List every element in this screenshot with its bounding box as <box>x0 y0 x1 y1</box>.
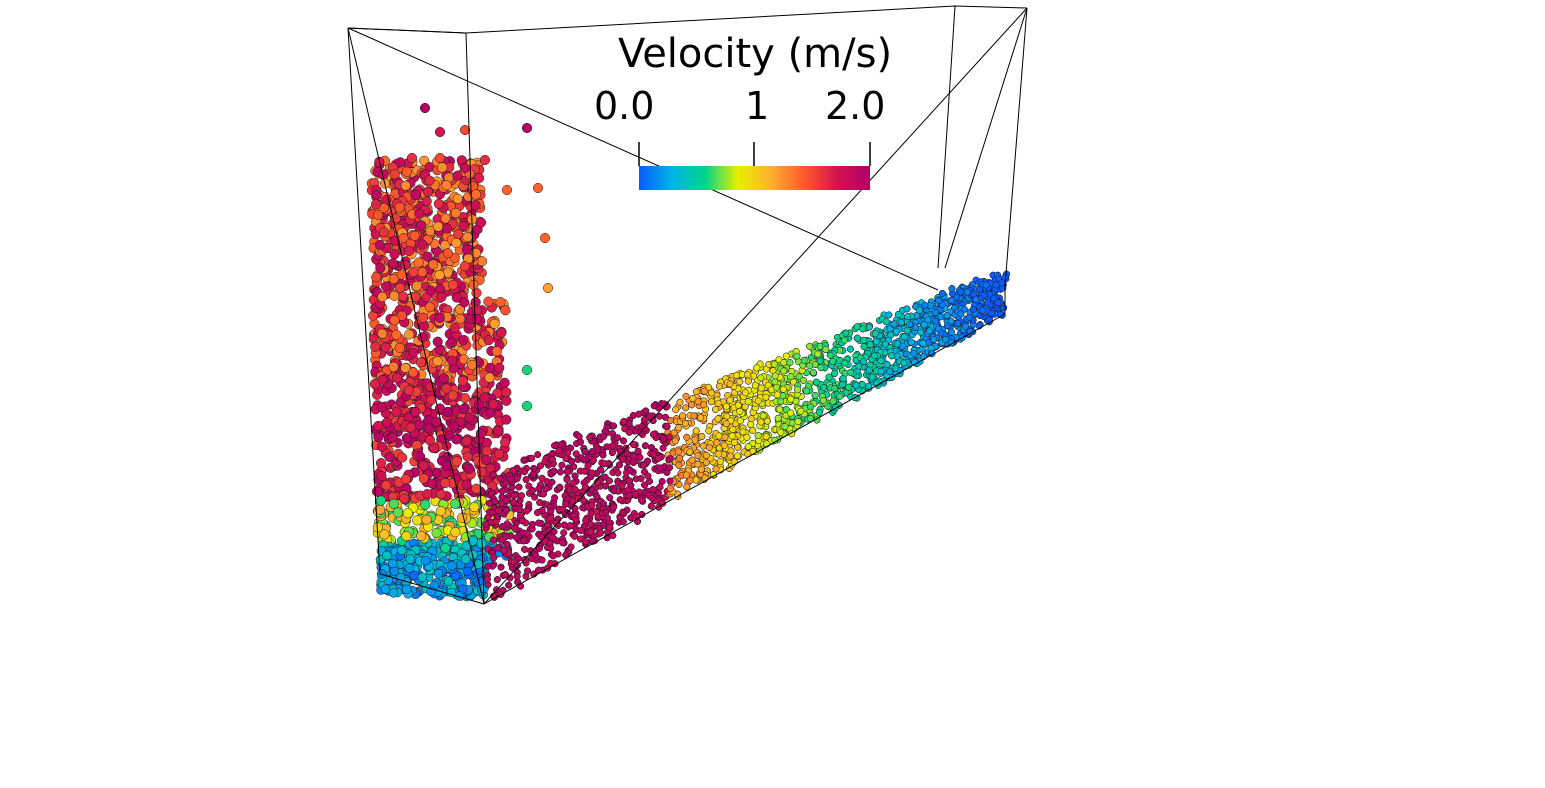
box-edge-left-inner <box>465 32 485 605</box>
legend-tick-min: 0.0 <box>594 84 655 128</box>
box-edge-diag-left <box>347 27 485 605</box>
box-edge-front-top <box>347 27 467 34</box>
box-edge-left-outer <box>347 27 381 575</box>
legend-tick-max: 2.0 <box>825 84 886 128</box>
box-edge-right-back <box>937 5 956 269</box>
box-edge-diag-right <box>483 7 1028 605</box>
legend-title: Velocity (m/s) <box>617 31 893 77</box>
particle-cloud <box>366 102 1011 602</box>
box-edge-diag-top <box>347 27 939 291</box>
box-edge-back-top <box>347 5 1028 34</box>
velocity-colorbar <box>638 142 871 190</box>
colorbar-gradient <box>639 166 870 190</box>
box-edge-bottom-left <box>379 573 485 605</box>
bounding-box-wireframe <box>347 5 1028 605</box>
box-edge-right-front <box>1004 7 1028 287</box>
legend-tick-mid: 1 <box>745 84 770 128</box>
box-edge-diag-right-2 <box>944 7 1028 269</box>
box-edge-bottom-front <box>483 313 1006 605</box>
